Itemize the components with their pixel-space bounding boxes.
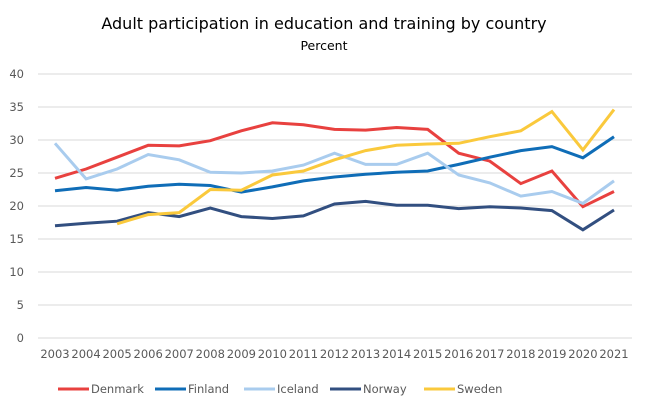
x-tick-label: 2018: [506, 347, 535, 361]
y-tick-label: 40: [9, 67, 24, 81]
y-tick-label: 30: [9, 133, 24, 147]
x-tick-label: 2019: [537, 347, 566, 361]
legend-label: Norway: [363, 382, 407, 396]
series-denmark: [54, 121, 615, 209]
x-tick-label: 2007: [165, 347, 194, 361]
series-lines: [53, 108, 616, 232]
y-tick-label: 5: [17, 298, 24, 312]
series-line-norway: [54, 199, 615, 232]
legend-label: Finland: [188, 382, 229, 396]
x-tick-label: 2003: [40, 347, 69, 361]
x-tick-label: 2011: [289, 347, 318, 361]
x-tick-label: 2006: [134, 347, 163, 361]
y-tick-label: 35: [9, 100, 24, 114]
x-tick-label: 2009: [227, 347, 256, 361]
x-tick-label: 2010: [258, 347, 287, 361]
y-tick-label: 0: [17, 331, 24, 345]
legend-label: Iceland: [277, 382, 319, 396]
y-tick-label: 15: [9, 232, 24, 246]
x-tick-label: 2015: [413, 347, 442, 361]
legend-item-iceland: Iceland: [244, 382, 319, 396]
y-tick-label: 25: [9, 166, 24, 180]
series-line-finland: [54, 135, 615, 194]
legend: Denmark Finland Iceland Norway Sweden: [58, 382, 502, 396]
series-sweden: [116, 108, 616, 226]
series-finland: [54, 135, 615, 194]
x-tick-label: 2008: [196, 347, 225, 361]
x-tick-label: 2004: [71, 347, 100, 361]
x-tick-label: 2013: [351, 347, 380, 361]
y-tick-label: 10: [9, 265, 24, 279]
series-line-sweden: [116, 108, 616, 226]
chart-subtitle: Percent: [300, 38, 347, 53]
chart-title: Adult participation in education and tra…: [101, 14, 546, 33]
series-iceland: [53, 142, 615, 206]
x-tick-label: 2021: [599, 347, 628, 361]
legend-item-denmark: Denmark: [58, 382, 144, 396]
x-tick-label: 2014: [382, 347, 411, 361]
x-tick-label: 2016: [444, 347, 473, 361]
x-tick-label: 2005: [102, 347, 131, 361]
y-tick-label: 20: [9, 199, 24, 213]
legend-label: Sweden: [457, 382, 502, 396]
x-tick-label: 2017: [475, 347, 504, 361]
gridlines: [38, 73, 632, 339]
legend-item-finland: Finland: [155, 382, 229, 396]
y-axis-ticks: 0 5 10 15 20 25 30 35 40: [9, 67, 24, 345]
series-line-denmark: [54, 121, 615, 209]
x-tick-label: 2012: [320, 347, 349, 361]
x-axis-ticks: 2003 2004 2005 2006 2007 2008 2009 2010 2011 2012…: [40, 347, 628, 361]
legend-item-norway: Norway: [330, 382, 407, 396]
legend-item-sweden: Sweden: [424, 382, 502, 396]
legend-label: Denmark: [91, 382, 144, 396]
series-norway: [54, 199, 615, 232]
x-tick-label: 2020: [568, 347, 597, 361]
